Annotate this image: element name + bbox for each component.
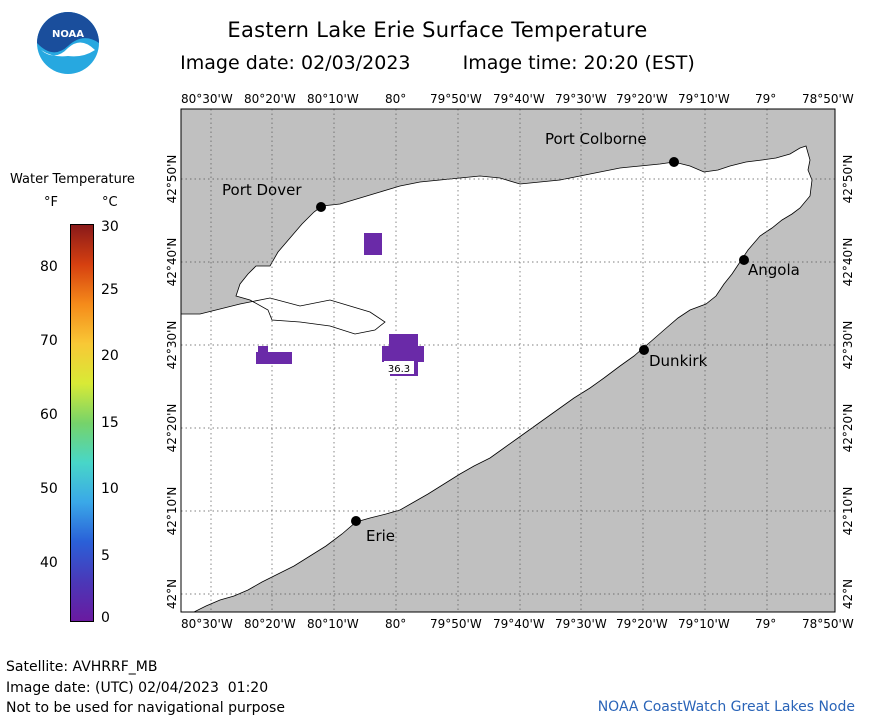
credit-text: NOAA CoastWatch Great Lakes Node [597,699,855,715]
unit-fahrenheit: °F [44,195,58,210]
lat-label-left: 42°20'N [165,404,179,453]
lat-label-left: 42°50'N [165,155,179,204]
city-marker-dunkirk [639,345,649,355]
city-marker-erie [351,516,361,526]
lon-label-top: 78°50'W [802,92,854,106]
graticule [181,109,835,612]
lon-label-bottom: 80° [385,617,407,631]
lon-label-top: 80°10'W [307,92,359,106]
city-label-port-colborne: Port Colborne [545,130,647,148]
lon-label-top: 79°30'W [555,92,607,106]
satellite-info: Satellite: AVHRRF_MB [6,659,158,675]
c-tick: 25 [101,282,119,298]
lon-label-bottom: 80°20'W [244,617,296,631]
f-tick: 60 [40,407,58,423]
f-tick: 50 [40,481,58,497]
c-tick: 15 [101,415,119,431]
lat-label-left: 42°N [165,579,179,609]
lon-label-bottom: 79°50'W [430,617,482,631]
lat-label-left: 42°10'N [165,487,179,536]
city-label-port-dover: Port Dover [222,181,302,199]
lon-label-top: 80°20'W [244,92,296,106]
city-label-erie: Erie [366,527,395,545]
lon-label-top: 79°10'W [678,92,730,106]
lat-label-right: 42°10'N [841,487,855,536]
lon-label-top: 80° [385,92,407,106]
disclaimer: Not to be used for navigational purpose [6,700,285,716]
lon-label-bottom: 78°50'W [802,617,854,631]
lon-label-bottom: 79°40'W [493,617,545,631]
city-marker-angola [739,255,749,265]
lon-label-top: 80°30'W [181,92,233,106]
city-label-angola: Angola [748,261,800,279]
colorbar [70,224,94,622]
lat-label-right: 42°30'N [841,321,855,370]
lon-label-bottom: 79°10'W [678,617,730,631]
f-tick: 40 [40,555,58,571]
city-marker-port-colborne [669,157,679,167]
c-tick: 20 [101,348,119,364]
unit-celsius: °C [102,195,118,210]
lon-label-bottom: 80°30'W [181,617,233,631]
lake-water [180,145,813,613]
lat-label-left: 42°40'N [165,238,179,287]
c-tick: 10 [101,481,119,497]
logo-text: NOAA [52,29,84,40]
f-tick: 70 [40,333,58,349]
city-label-dunkirk: Dunkirk [649,352,708,370]
page-title: Eastern Lake Erie Surface Temperature [227,18,648,42]
c-tick: 5 [101,548,110,564]
lon-label-top: 79°40'W [493,92,545,106]
lon-label-bottom: 79° [755,617,777,631]
city-marker-port-dover [316,202,326,212]
c-tick: 0 [101,610,110,626]
image-datetime: Image date: 02/03/2023 Image time: 20:20… [0,52,875,74]
lon-label-top: 79°50'W [430,92,482,106]
lat-label-right: 42°N [841,579,855,609]
lat-label-left: 42°30'N [165,321,179,370]
noaa-logo-icon: NOAA [37,12,99,74]
lat-label-right: 42°20'N [841,404,855,453]
image-date: Image date: 02/03/2023 [180,52,411,74]
lon-label-bottom: 80°10'W [307,617,359,631]
image-time: Image time: 20:20 (EST) [462,52,695,74]
lat-label-right: 42°40'N [841,238,855,287]
legend-title: Water Temperature [10,172,135,187]
lon-label-top: 79°20'W [616,92,668,106]
lon-label-bottom: 79°20'W [616,617,668,631]
map-frame [180,108,836,613]
lon-label-top: 79° [755,92,777,106]
temperature-label-bg [384,361,414,374]
temperature-value: 36.3 [388,364,410,375]
lon-label-bottom: 79°30'W [555,617,607,631]
c-tick: 30 [101,219,119,235]
utc-date: Image date: (UTC) 02/04/2023 01:20 [6,680,269,696]
lat-label-right: 42°50'N [841,155,855,204]
f-tick: 80 [40,259,58,275]
